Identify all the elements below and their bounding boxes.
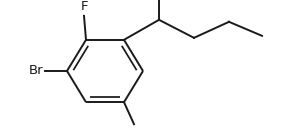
Text: F: F [80, 0, 88, 13]
Text: Br: Br [28, 65, 43, 78]
